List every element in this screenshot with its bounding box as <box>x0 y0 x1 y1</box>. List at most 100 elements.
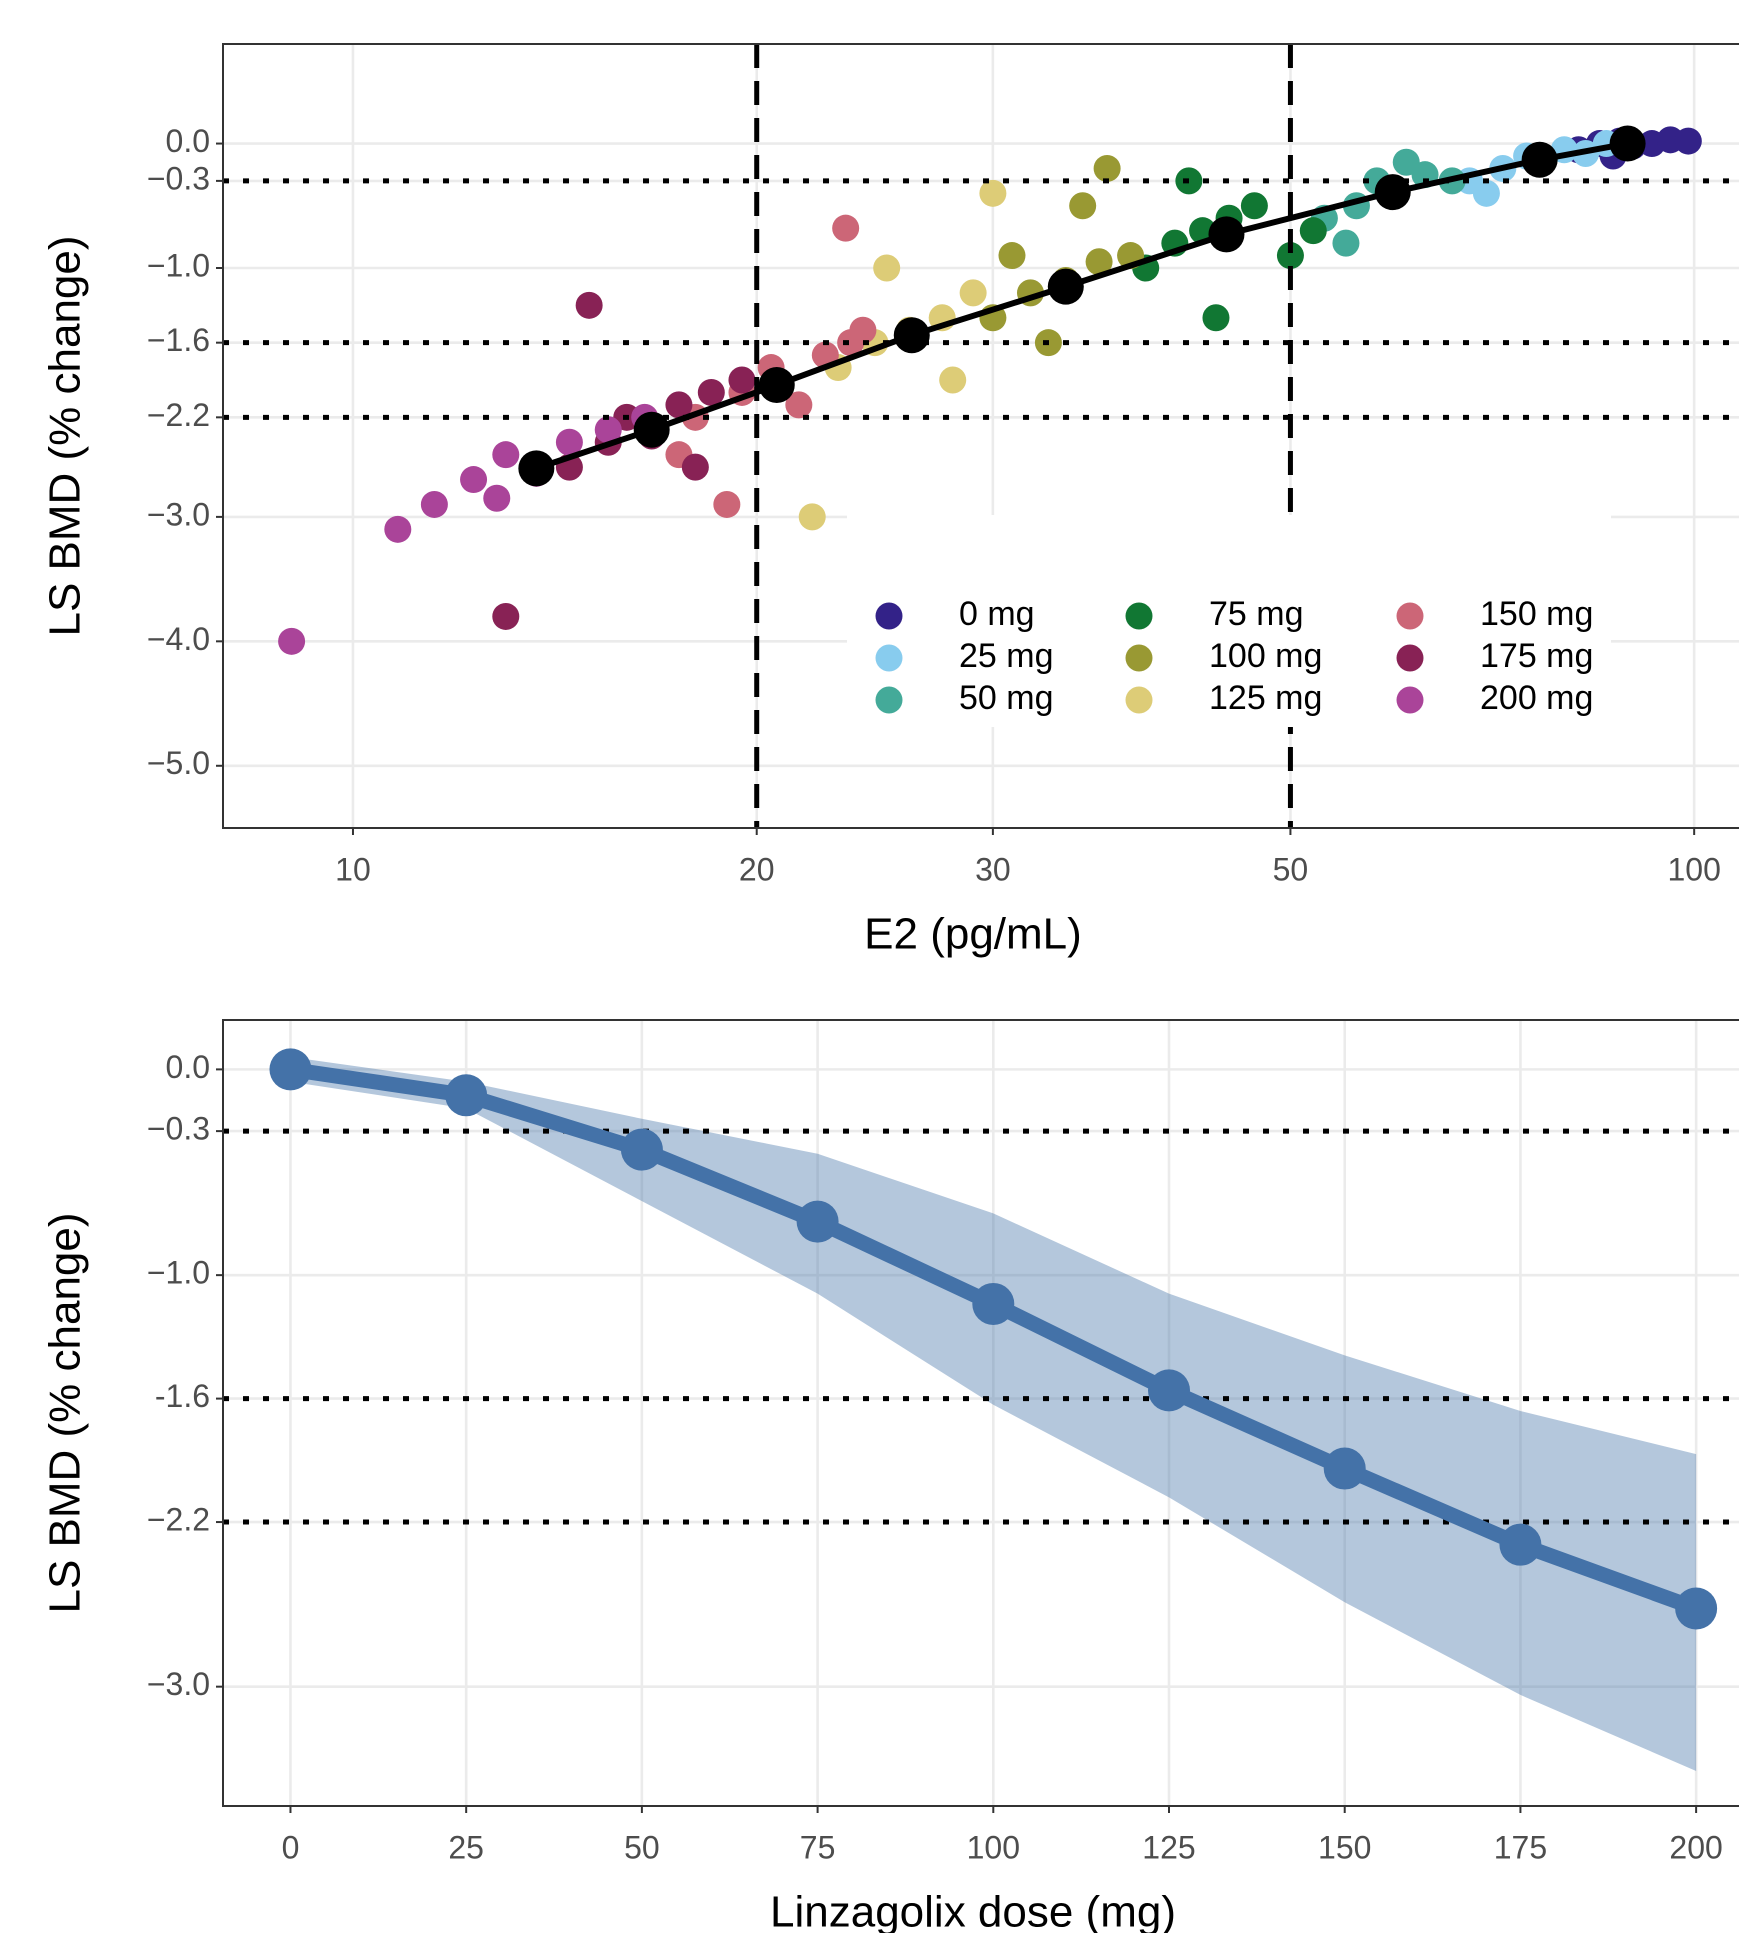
x-tick-label: 30 <box>975 851 1011 887</box>
scatter-point <box>665 391 693 419</box>
scatter-point <box>849 316 877 344</box>
scatter-point <box>420 490 448 518</box>
y-tick-label: 0.0 <box>166 1049 210 1085</box>
mean-point <box>1208 216 1245 253</box>
line-point <box>620 1128 663 1171</box>
legend-label: 25 mg <box>959 637 1054 675</box>
scatter-point <box>483 484 511 512</box>
scatter-point <box>575 291 603 319</box>
line-point <box>796 1200 839 1243</box>
y-tick-label: −4.0 <box>147 621 210 657</box>
x-tick-label: 20 <box>739 851 775 887</box>
scatter-point <box>728 366 756 394</box>
scatter-point <box>939 366 967 394</box>
scatter-point <box>1240 192 1268 220</box>
y-tick-label: -1.6 <box>155 1378 210 1414</box>
x-tick-label: 150 <box>1318 1829 1371 1865</box>
legend-label: 175 mg <box>1480 637 1593 675</box>
scatter-point <box>384 515 412 543</box>
mean-point <box>893 317 930 354</box>
line-point <box>1499 1523 1542 1566</box>
legend-label: 75 mg <box>1209 595 1304 633</box>
y-tick-label: 0.0 <box>166 123 210 159</box>
scatter-point <box>278 627 306 655</box>
scatter-point <box>1069 192 1097 220</box>
legend-label: 125 mg <box>1209 679 1322 717</box>
legend-marker <box>1125 644 1153 672</box>
y-tick-label: −3.0 <box>147 496 210 532</box>
scatter-point <box>1299 217 1327 245</box>
x-tick-label: 0 <box>282 1829 300 1865</box>
plot-area <box>223 1020 1739 1806</box>
legend-marker <box>875 686 903 714</box>
legend-marker <box>1396 644 1424 672</box>
scatter-point <box>555 428 583 456</box>
mean-point <box>633 411 670 448</box>
legend-marker <box>875 602 903 630</box>
mean-point <box>1521 141 1558 178</box>
scatter-point <box>713 490 741 518</box>
mean-point <box>518 450 555 487</box>
x-tick-label: 50 <box>1273 851 1309 887</box>
panel-background <box>223 1020 1739 1806</box>
line-point <box>269 1048 312 1091</box>
y-tick-label: −5.0 <box>147 745 210 781</box>
scatter-point <box>1674 127 1702 155</box>
y-tick-label: −3.0 <box>147 1666 210 1702</box>
y-tick-label: −1.6 <box>147 322 210 358</box>
legend-label: 0 mg <box>959 595 1035 633</box>
scatter-point <box>832 214 860 242</box>
line-point <box>1675 1587 1718 1630</box>
x-tick-label: 175 <box>1494 1829 1547 1865</box>
scatter-point <box>1332 229 1360 257</box>
scatter-point <box>492 441 520 469</box>
scatter-point <box>1093 154 1121 182</box>
panel-border <box>222 43 1739 829</box>
legend-label: 150 mg <box>1480 595 1593 633</box>
y-tick-label: −0.3 <box>147 1111 210 1147</box>
y-tick-label: −1.0 <box>147 1255 210 1291</box>
line-point <box>1148 1369 1191 1412</box>
x-tick-label: 125 <box>1142 1829 1195 1865</box>
scatter-point <box>460 466 488 494</box>
legend-label: 200 mg <box>1480 679 1593 717</box>
scatter-point <box>979 179 1007 207</box>
legend-marker <box>1125 602 1153 630</box>
x-tick-label: 10 <box>335 851 371 887</box>
y-axis-title: LS BMD (% change) <box>41 235 90 636</box>
scatter-point <box>1392 148 1420 176</box>
y-tick-label: −2.2 <box>147 1502 210 1538</box>
scatter-point <box>697 378 725 406</box>
legend-marker <box>1396 602 1424 630</box>
scatter-point <box>492 602 520 630</box>
panel-border <box>222 1019 1739 1807</box>
line-point <box>1323 1447 1366 1490</box>
legend-marker <box>875 644 903 672</box>
y-axis-title: LS BMD (% change) <box>41 1212 90 1613</box>
scatter-point <box>1085 248 1113 276</box>
x-tick-label: 100 <box>967 1829 1020 1865</box>
legend-label: 50 mg <box>959 679 1054 717</box>
scatter-point <box>873 254 901 282</box>
x-tick-label: 100 <box>1667 851 1720 887</box>
legend-marker <box>1125 686 1153 714</box>
x-axis-title: Linzagolix dose (mg) <box>770 1888 1176 1933</box>
confidence-band <box>290 1057 1697 1772</box>
x-tick-label: 200 <box>1669 1829 1722 1865</box>
y-tick-label: −2.2 <box>147 397 210 433</box>
scatter-point <box>1472 179 1500 207</box>
mean-point <box>1374 174 1411 211</box>
legend-label: 100 mg <box>1209 637 1322 675</box>
scatter-point <box>798 503 826 531</box>
mean-point <box>1047 268 1084 305</box>
mean-point <box>1609 125 1646 162</box>
mean-point <box>758 366 795 403</box>
x-tick-label: 75 <box>800 1829 836 1865</box>
scatter-point <box>1202 304 1230 332</box>
scatter-point <box>1276 242 1304 270</box>
y-tick-label: −1.0 <box>147 247 210 283</box>
legend-box <box>847 515 1611 727</box>
y-tick-label: −0.3 <box>147 160 210 196</box>
line-point <box>445 1074 488 1117</box>
x-tick-label: 50 <box>624 1829 660 1865</box>
